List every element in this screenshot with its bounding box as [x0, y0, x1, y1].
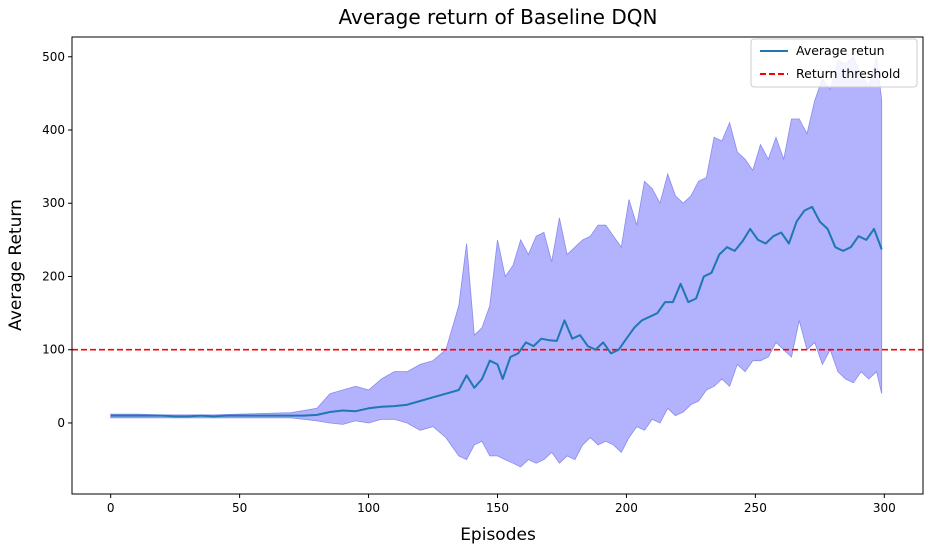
average-return-line	[110, 205, 883, 418]
variance-band	[110, 56, 883, 468]
x-axis: 0 50 100 150 200 250 300	[107, 494, 896, 515]
y-axis-label: Average Return	[6, 199, 26, 331]
x-tick-label: 0	[107, 501, 115, 515]
y-tick-label: 200	[42, 269, 65, 283]
x-tick-label: 200	[615, 501, 638, 515]
x-tick-label: 100	[357, 501, 380, 515]
legend: Average retun Return threshold	[750, 38, 918, 88]
y-tick-label: 100	[42, 343, 65, 357]
y-axis: 0 100 200 300 400 500	[42, 50, 72, 430]
legend-label-threshold: Return threshold	[796, 66, 900, 81]
legend-label-mean: Average retun	[796, 43, 885, 58]
chart-title: Average return of Baseline DQN	[339, 5, 658, 29]
x-tick-label: 150	[486, 501, 509, 515]
x-tick-label: 300	[873, 501, 896, 515]
x-tick-label: 250	[744, 501, 767, 515]
legend-box	[750, 38, 918, 88]
x-tick-label: 50	[232, 501, 247, 515]
y-tick-label: 0	[57, 416, 65, 430]
y-tick-label: 300	[42, 196, 65, 210]
y-tick-label: 400	[42, 123, 65, 137]
x-axis-label: Episodes	[460, 525, 536, 545]
y-tick-label: 500	[42, 50, 65, 64]
plot-area	[72, 56, 923, 468]
